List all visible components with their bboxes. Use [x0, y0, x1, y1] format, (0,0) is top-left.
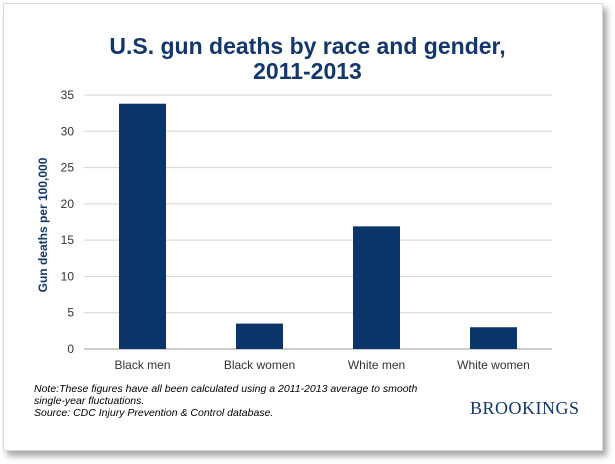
bars: [119, 103, 517, 349]
y-tick-label: 15: [61, 233, 75, 247]
y-tick-label: 10: [61, 269, 75, 283]
y-axis-ticks: 0 5 10 15 20 25 30 35: [61, 88, 75, 356]
brookings-logo: BROOKINGS: [470, 398, 580, 418]
y-tick-label: 5: [67, 306, 74, 320]
bar-white-women: [470, 327, 517, 349]
source-line: Source: CDC Injury Prevention & Control …: [34, 407, 274, 419]
note-line-1: Note:These figures have all been calcula…: [34, 383, 418, 395]
x-tick-label: White women: [457, 358, 530, 372]
chart-note: Note:These figures have all been calcula…: [34, 383, 454, 419]
y-tick-label: 20: [61, 197, 75, 211]
y-tick-label: 30: [61, 124, 75, 138]
x-tick-label: Black women: [224, 358, 295, 372]
y-tick-label: 25: [61, 161, 75, 175]
y-tick-label: 0: [67, 342, 74, 356]
bar-white-men: [353, 226, 400, 349]
bar-black-men: [119, 103, 166, 349]
x-tick-label: Black men: [114, 358, 170, 372]
x-tick-label: White men: [348, 358, 405, 372]
chart-title-line-2: 2011-2013: [253, 58, 362, 84]
chart-frame: [3, 3, 603, 451]
y-tick-label: 35: [61, 88, 75, 102]
chart-title-line-1: U.S. gun deaths by race and gender,: [109, 33, 506, 59]
note-line-2: single-year fluctuations.: [34, 395, 145, 407]
bar-black-women: [236, 323, 283, 349]
x-axis-ticks: Black men Black women White men White women: [114, 358, 529, 372]
y-axis-label: Gun deaths per 100,000: [36, 157, 50, 292]
chart-title: U.S. gun deaths by race and gender, 2011…: [0, 34, 615, 84]
